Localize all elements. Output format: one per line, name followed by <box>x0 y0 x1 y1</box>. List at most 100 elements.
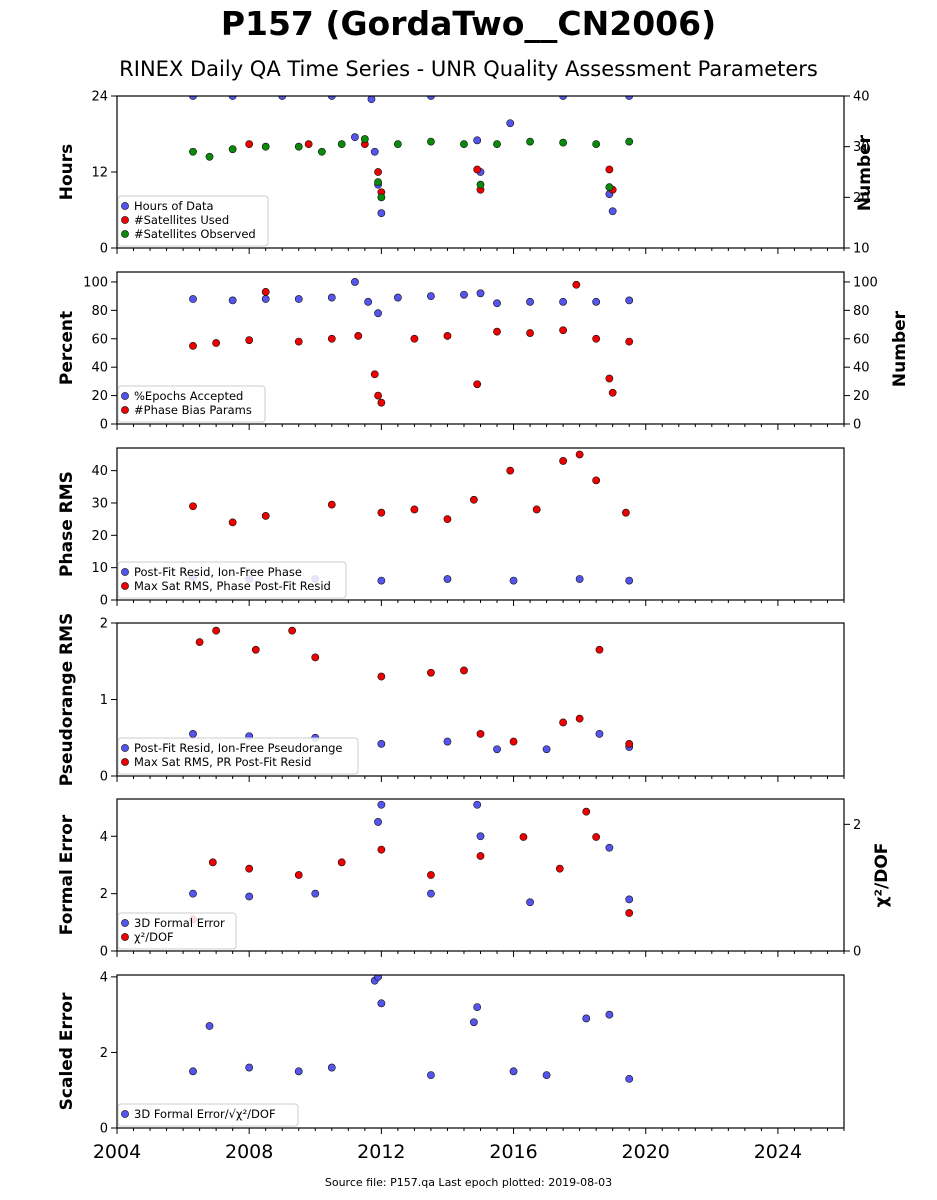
y-tick-label: 60 <box>91 332 108 347</box>
point-hours-2 <box>592 140 601 149</box>
y2-tick-label: 40 <box>853 90 870 105</box>
y2-tick-label: 30 <box>853 140 870 155</box>
y-tick-label: 40 <box>91 464 108 479</box>
point-pseudorange-1 <box>288 626 297 635</box>
point-pseudorange-0 <box>377 739 386 748</box>
point-percent-1 <box>443 332 452 340</box>
source-footer: Source file: P157.qa Last epoch plotted:… <box>324 1176 613 1189</box>
legend-entry: χ²/DOF <box>134 930 174 944</box>
figure-title: P157 (GordaTwo__CN2006) <box>220 4 717 43</box>
y2-tick-label: 100 <box>853 275 878 290</box>
legend-marker <box>121 744 129 752</box>
y2-tick-label: 2 <box>853 818 861 833</box>
x-tick-label: 2012 <box>357 1141 405 1163</box>
legend-box <box>117 1103 299 1127</box>
y-tick-label: 0 <box>100 770 108 785</box>
x-tick-label: 2016 <box>489 1141 537 1163</box>
point-formal-0 <box>189 889 197 898</box>
point-scaled-0 <box>625 1074 634 1083</box>
y-tick-label: 40 <box>91 361 108 376</box>
y-tick-label: 2 <box>100 1046 108 1061</box>
legend-marker <box>121 392 129 400</box>
y-tick-label: 20 <box>91 529 108 544</box>
point-phase-1 <box>410 505 419 514</box>
point-formal-1 <box>476 852 485 860</box>
point-hours-2 <box>476 180 485 189</box>
point-percent-0 <box>460 290 468 299</box>
point-phase-0 <box>377 576 386 585</box>
y-axis-label: Percent <box>57 311 77 385</box>
point-hours-2 <box>625 137 634 146</box>
point-percent-0 <box>393 293 402 302</box>
point-hours-2 <box>374 178 382 187</box>
y-tick-label: 0 <box>100 945 108 960</box>
point-formal-1 <box>245 864 254 873</box>
point-pseudorange-0 <box>443 737 452 746</box>
figure-subtitle: RINEX Daily QA Time Series - UNR Quality… <box>119 57 818 81</box>
point-pseudorange-1 <box>595 645 604 654</box>
y2-tick-label: 40 <box>853 361 870 376</box>
point-phase-0 <box>443 575 452 583</box>
y-axis-label: Pseudorange RMS <box>57 613 77 787</box>
legend-entry: #Phase Bias Params <box>134 403 252 417</box>
point-percent-0 <box>261 295 270 303</box>
data-points <box>189 626 634 754</box>
data-points <box>189 975 634 1083</box>
legend-marker <box>121 406 129 414</box>
y-tick-label: 10 <box>91 561 108 576</box>
point-phase-0 <box>509 576 518 585</box>
data-points <box>189 96 634 218</box>
point-hours-2 <box>605 183 614 192</box>
point-percent-0 <box>351 278 359 286</box>
data-points <box>189 800 634 924</box>
point-scaled-0 <box>542 1071 551 1080</box>
panel-scaled: 0 2 4 Scaled Error 3D Formal Error/√χ²/DOF <box>57 970 845 1137</box>
point-pseudorange-1 <box>625 739 634 748</box>
panel-pseudorange: 0 1 2 Pseudorange RMS Post-Fit Resid, Ion-Fr… <box>57 613 845 787</box>
point-phase-1 <box>506 466 515 475</box>
legend-entry: Max Sat RMS, PR Post-Fit Resid <box>134 755 311 769</box>
point-formal-1 <box>625 909 634 917</box>
point-pseudorange-1 <box>251 645 260 654</box>
legend: %Epochs Accepted#Phase Bias Params <box>117 385 266 423</box>
point-phase-1 <box>532 505 541 514</box>
x-tick-label: 2008 <box>225 1141 273 1163</box>
y2-tick-label: 0 <box>853 945 861 960</box>
panel-frame <box>116 271 845 425</box>
point-percent-0 <box>559 297 568 306</box>
legend: Post-Fit Resid, Ion-Free PseudorangeMax … <box>117 737 359 775</box>
point-percent-1 <box>410 334 419 343</box>
point-phase-1 <box>261 512 270 520</box>
point-hours-2 <box>427 137 435 146</box>
point-phase-1 <box>228 518 237 527</box>
point-pseudorange-1 <box>575 714 584 723</box>
point-formal-0 <box>526 898 534 907</box>
point-percent-1 <box>212 339 221 347</box>
y2-tick-label: 20 <box>853 389 870 404</box>
legend-box <box>117 385 266 423</box>
point-pseudorange-1 <box>509 737 518 746</box>
point-scaled-0 <box>374 975 382 981</box>
point-formal-0 <box>311 889 320 898</box>
point-hours-0 <box>370 147 379 156</box>
legend-marker <box>121 919 129 927</box>
point-percent-1 <box>245 336 254 345</box>
point-hours-2 <box>228 145 237 154</box>
y2-tick-label: 0 <box>853 418 861 433</box>
legend: 3D Formal Error/√χ²/DOF <box>117 1103 299 1127</box>
point-hours-0 <box>351 133 359 142</box>
point-pseudorange-1 <box>559 718 568 727</box>
point-phase-1 <box>559 457 568 465</box>
point-percent-0 <box>228 296 237 305</box>
x-tick-label: 2004 <box>93 1141 141 1163</box>
y-tick-label: 4 <box>100 830 108 845</box>
point-scaled-0 <box>427 1071 435 1080</box>
point-percent-1 <box>493 327 501 336</box>
legend-entry: 3D Formal Error/√χ²/DOF <box>134 1107 276 1121</box>
point-formal-0 <box>605 843 614 852</box>
panel-frame <box>116 95 845 249</box>
legend-marker <box>121 758 129 766</box>
point-formal-0 <box>245 892 254 901</box>
legend: Hours of Data#Satellites Used#Satellites… <box>117 195 269 247</box>
